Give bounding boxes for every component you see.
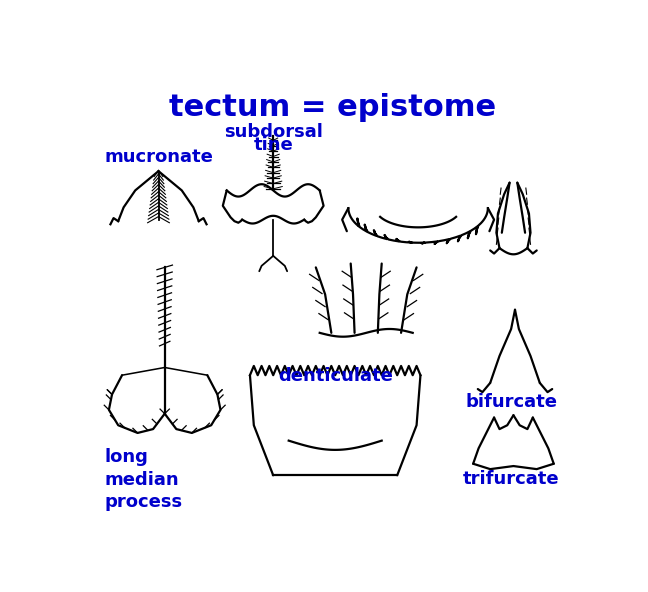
Text: bifurcate: bifurcate — [465, 393, 557, 411]
Text: mucronate: mucronate — [104, 148, 213, 166]
Text: long
median
process: long median process — [104, 448, 182, 511]
Text: trifurcate: trifurcate — [463, 470, 559, 488]
Text: subdorsal: subdorsal — [224, 123, 323, 141]
Text: denticulate: denticulate — [278, 368, 393, 385]
Text: tine: tine — [253, 137, 293, 155]
Text: tectum = epistome: tectum = epistome — [168, 92, 496, 121]
